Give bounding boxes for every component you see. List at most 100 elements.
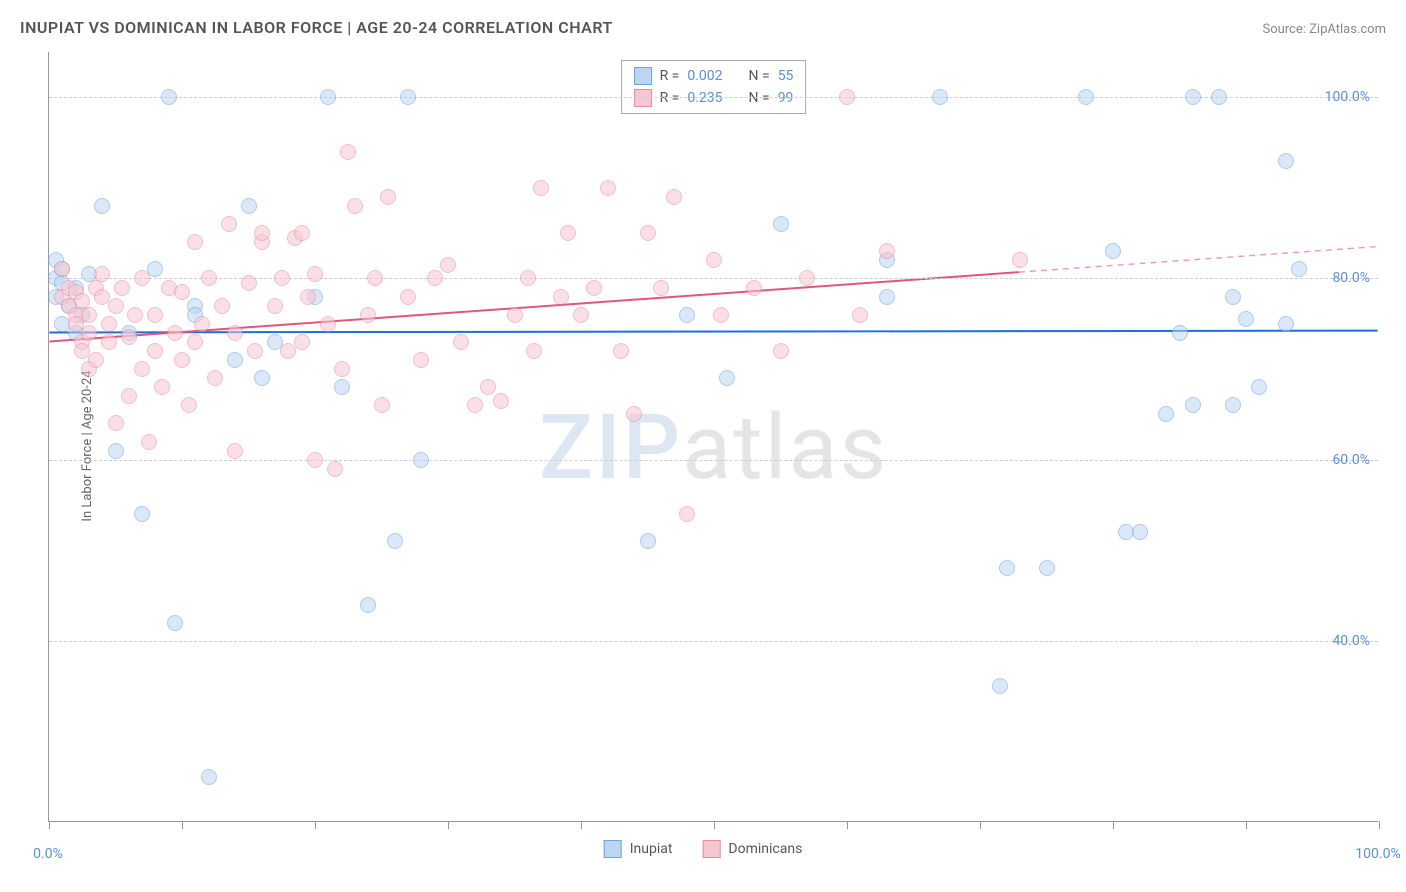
data-point xyxy=(679,307,695,323)
data-point xyxy=(367,270,383,286)
data-point xyxy=(413,352,429,368)
r-label: R = xyxy=(660,68,680,84)
data-point xyxy=(154,379,170,395)
data-point xyxy=(167,325,183,341)
data-point xyxy=(54,261,70,277)
data-point xyxy=(88,352,104,368)
x-tick xyxy=(1246,821,1247,829)
data-point xyxy=(1278,153,1294,169)
data-point xyxy=(320,316,336,332)
data-point xyxy=(201,769,217,785)
data-point xyxy=(507,307,523,323)
data-point xyxy=(300,289,316,305)
data-point xyxy=(400,289,416,305)
data-point xyxy=(1158,406,1174,422)
data-point xyxy=(1078,89,1094,105)
data-point xyxy=(1251,379,1267,395)
data-point xyxy=(334,361,350,377)
y-tick-label: 60.0% xyxy=(1332,452,1370,468)
data-point xyxy=(640,533,656,549)
trendlines-layer xyxy=(49,52,1378,821)
data-point xyxy=(999,560,1015,576)
data-point xyxy=(221,216,237,232)
data-point xyxy=(101,316,117,332)
data-point xyxy=(533,180,549,196)
data-point xyxy=(526,343,542,359)
data-point xyxy=(307,452,323,468)
data-point xyxy=(1105,243,1121,259)
data-point xyxy=(247,343,263,359)
swatch-dominicans xyxy=(702,840,720,858)
data-point xyxy=(81,325,97,341)
data-point xyxy=(340,144,356,160)
data-point xyxy=(387,533,403,549)
data-point xyxy=(1211,89,1227,105)
data-point xyxy=(773,343,789,359)
data-point xyxy=(839,89,855,105)
x-tick xyxy=(980,821,981,829)
data-point xyxy=(108,443,124,459)
data-point xyxy=(360,307,376,323)
source-attribution: Source: ZipAtlas.com xyxy=(1262,22,1386,37)
data-point xyxy=(227,325,243,341)
data-point xyxy=(879,289,895,305)
data-point xyxy=(600,180,616,196)
data-point xyxy=(147,343,163,359)
data-point xyxy=(1012,252,1028,268)
n-value-inupiat: 55 xyxy=(778,68,794,84)
data-point xyxy=(294,225,310,241)
data-point xyxy=(274,270,290,286)
data-point xyxy=(121,388,137,404)
data-point xyxy=(520,270,536,286)
x-tick xyxy=(1379,821,1380,829)
x-axis-min-label: 0.0% xyxy=(33,846,63,862)
x-tick xyxy=(847,821,848,829)
data-point xyxy=(380,189,396,205)
data-point xyxy=(1238,311,1254,327)
data-point xyxy=(413,452,429,468)
data-point xyxy=(141,434,157,450)
data-point xyxy=(586,280,602,296)
data-point xyxy=(108,415,124,431)
data-point xyxy=(613,343,629,359)
data-point xyxy=(626,406,642,422)
series-legend: Inupiat Dominicans xyxy=(604,840,803,858)
r-value-inupiat: 0.002 xyxy=(687,68,722,84)
data-point xyxy=(746,280,762,296)
data-point xyxy=(1132,524,1148,540)
data-point xyxy=(453,334,469,350)
data-point xyxy=(134,506,150,522)
data-point xyxy=(227,352,243,368)
data-point xyxy=(653,280,669,296)
data-point xyxy=(1185,89,1201,105)
data-point xyxy=(334,379,350,395)
data-point xyxy=(706,252,722,268)
header: INUPIAT VS DOMINICAN IN LABOR FORCE | AG… xyxy=(20,18,1386,37)
data-point xyxy=(187,334,203,350)
data-point xyxy=(94,266,110,282)
data-point xyxy=(679,506,695,522)
data-point xyxy=(207,370,223,386)
data-point xyxy=(174,352,190,368)
data-point xyxy=(127,307,143,323)
data-point xyxy=(320,89,336,105)
y-tick-label: 80.0% xyxy=(1332,270,1370,286)
data-point xyxy=(400,89,416,105)
watermark: ZIPatlas xyxy=(539,395,888,500)
scatter-chart: ZIPatlas R = 0.002 N = 55 R = 0.235 N = … xyxy=(48,52,1378,822)
data-point xyxy=(147,261,163,277)
data-point xyxy=(108,298,124,314)
data-point xyxy=(480,379,496,395)
data-point xyxy=(427,270,443,286)
data-point xyxy=(640,225,656,241)
x-tick xyxy=(49,821,50,829)
data-point xyxy=(254,225,270,241)
data-point xyxy=(467,397,483,413)
data-point xyxy=(852,307,868,323)
legend-row-inupiat: R = 0.002 N = 55 xyxy=(634,65,794,87)
legend-label-dominicans: Dominicans xyxy=(728,841,802,857)
y-tick-label: 100.0% xyxy=(1325,89,1370,105)
x-axis-max-label: 100.0% xyxy=(1355,846,1400,862)
data-point xyxy=(187,234,203,250)
data-point xyxy=(134,361,150,377)
